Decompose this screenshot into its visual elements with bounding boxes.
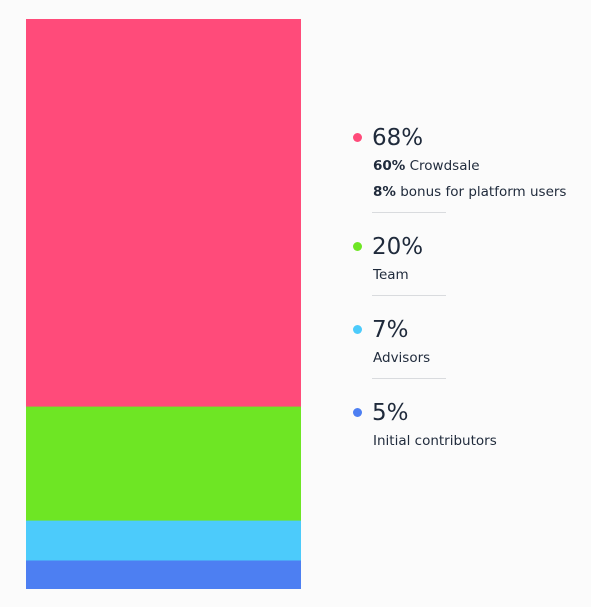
bar-segment-1: [26, 406, 301, 522]
legend-percent: 20%: [372, 234, 424, 260]
legend-dot-icon: [353, 242, 362, 251]
legend-dot-icon: [353, 325, 362, 334]
legend-description: 60% Crowdsale: [373, 157, 480, 175]
legend-divider: [372, 378, 446, 379]
legend-percent: 68%: [372, 125, 424, 151]
bar-segment-3: [26, 560, 301, 589]
legend-description-text: bonus for platform users: [395, 184, 567, 200]
bar-segment-0: [26, 19, 301, 408]
legend-description-text: Crowdsale: [405, 158, 480, 174]
legend-percent: 5%: [372, 400, 409, 426]
legend-description-amount: 8%: [373, 184, 396, 200]
legend-description: Advisors: [373, 349, 430, 367]
legend-divider: [372, 212, 446, 213]
legend-description: Team: [373, 266, 409, 284]
legend-dot-icon: [353, 133, 362, 142]
legend-divider: [372, 295, 446, 296]
stacked-bar: [26, 19, 301, 589]
legend-description-text: Advisors: [373, 350, 431, 366]
legend-dot-icon: [353, 408, 362, 417]
legend-description-text: Team: [373, 267, 409, 283]
bar-segment-2: [26, 520, 301, 561]
legend-description: 8% bonus for platform users: [373, 183, 566, 201]
legend-percent: 7%: [372, 317, 409, 343]
legend-description: Initial contributors: [373, 432, 497, 450]
legend-description-amount: 60%: [373, 158, 406, 174]
legend-description-text: Initial contributors: [373, 433, 497, 449]
